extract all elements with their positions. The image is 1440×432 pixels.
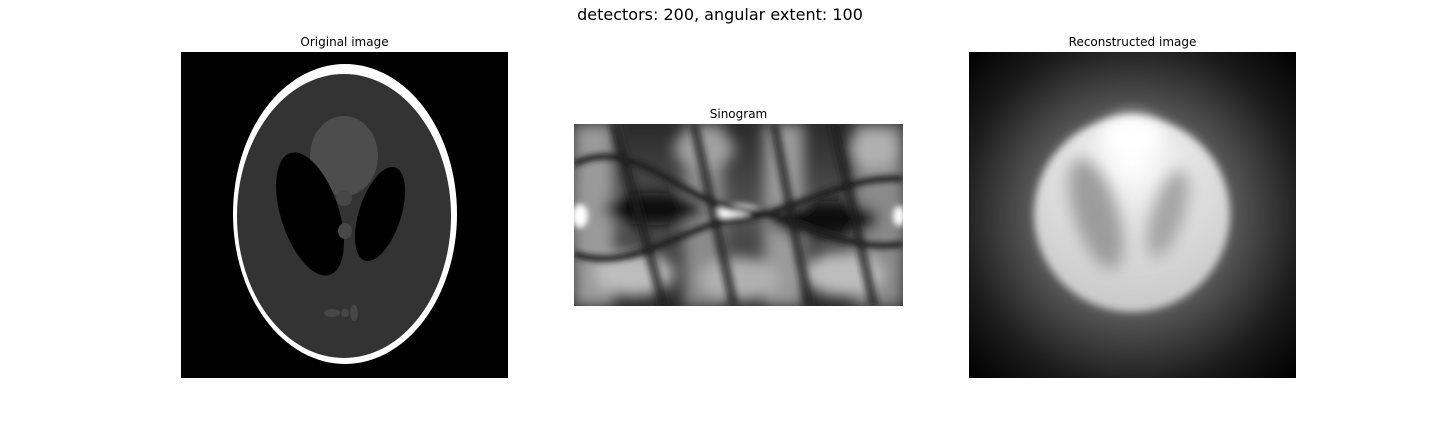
figure-suptitle: detectors: 200, angular extent: 100 bbox=[577, 5, 863, 24]
original-image bbox=[181, 52, 508, 378]
panel-title-reconstructed: Reconstructed image bbox=[1068, 35, 1197, 49]
panel-title-original: Original image bbox=[300, 35, 389, 49]
sinogram-image bbox=[574, 124, 903, 306]
reconstructed-image bbox=[969, 52, 1296, 378]
panel-title-sinogram: Sinogram bbox=[709, 107, 768, 121]
